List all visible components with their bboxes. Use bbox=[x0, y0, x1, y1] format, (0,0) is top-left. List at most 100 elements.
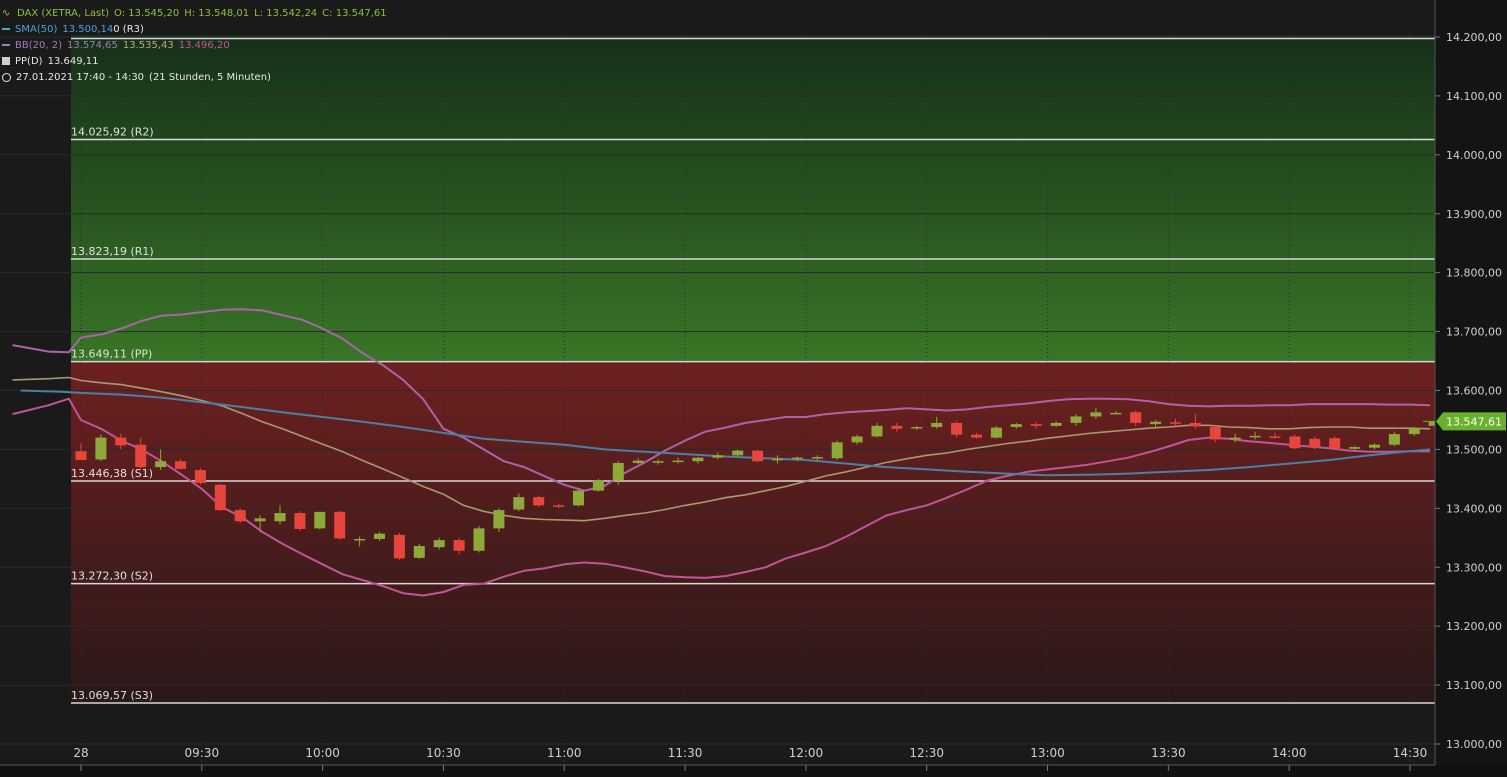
candle bbox=[493, 508, 505, 532]
y-tick-label: 13.100,00 bbox=[1446, 679, 1502, 692]
candle-body bbox=[1130, 412, 1142, 423]
pp-label: PP(D) bbox=[15, 55, 43, 67]
candle-body bbox=[115, 437, 127, 446]
candle bbox=[1229, 433, 1241, 443]
candle-body bbox=[891, 425, 903, 429]
candle-body bbox=[911, 427, 923, 429]
candle bbox=[1249, 431, 1261, 440]
candle-body bbox=[175, 461, 186, 469]
candle-body bbox=[652, 461, 664, 463]
candle bbox=[95, 434, 107, 462]
candle bbox=[672, 457, 684, 464]
candle bbox=[931, 417, 943, 429]
bb-lower-value: 13.496,20 bbox=[178, 39, 230, 51]
x-tick-label: 11:00 bbox=[547, 746, 582, 760]
ohlc-open: O: 13.545,20 bbox=[114, 7, 180, 19]
ohlc-high: H: 13.548,01 bbox=[184, 7, 250, 19]
candle-body bbox=[194, 470, 206, 483]
bb-swatch-icon bbox=[2, 44, 10, 46]
y-tick-label: 13.900,00 bbox=[1446, 208, 1502, 221]
candle-body bbox=[1150, 421, 1162, 425]
pivot-label-pp: 13.649,11 (PP) bbox=[71, 348, 152, 361]
y-axis[interactable]: 14.200,00 14.100,00 14.000,00 13.900,00 13.8… bbox=[1423, 0, 1507, 777]
pivot-lines[interactable]: 14.025,92 (R2) 13.823,19 (R1) 13.649,11 (P… bbox=[71, 37, 1435, 704]
sma50-line bbox=[20, 389, 1431, 477]
candle bbox=[374, 531, 385, 541]
candle-body bbox=[732, 450, 744, 456]
x-tick-label: 10:00 bbox=[305, 746, 340, 760]
x-tick-label: 10:30 bbox=[426, 746, 461, 760]
legend-bb-row[interactable]: BB(20, 2) 13.574,65 13.535,43 13.496,20 bbox=[0, 37, 392, 53]
candle bbox=[433, 537, 445, 550]
candle bbox=[413, 543, 425, 560]
legend-instrument-row[interactable]: ∿ DAX (XETRA, Last) O: 13.545,20 H: 13.5… bbox=[0, 5, 392, 21]
candle bbox=[354, 536, 366, 547]
y-tick-label: 13.200,00 bbox=[1446, 620, 1502, 633]
candle-body bbox=[851, 436, 863, 443]
y-tick-label: 14.000,00 bbox=[1446, 149, 1502, 162]
legend-pp-row[interactable]: PP(D) 13.649,11 bbox=[0, 53, 392, 69]
candle bbox=[871, 422, 883, 438]
candle bbox=[194, 468, 206, 485]
candle-body bbox=[612, 462, 624, 481]
x-axis[interactable]: 28 09:30 10:00 10:30 11:00 11:30 12:00 12:30 13:… bbox=[0, 746, 1507, 777]
candle-body bbox=[433, 540, 445, 548]
candle-body bbox=[1269, 436, 1281, 438]
candle-body bbox=[354, 538, 366, 541]
bb-mid-value: 13.535,43 bbox=[122, 39, 174, 51]
candle bbox=[1349, 445, 1361, 451]
sma-line[interactable] bbox=[20, 389, 1431, 477]
candles[interactable] bbox=[75, 408, 1440, 561]
candle bbox=[1070, 414, 1082, 426]
x-tick-label: 14:00 bbox=[1272, 746, 1307, 760]
y-tick-label: 13.500,00 bbox=[1446, 443, 1502, 456]
candle-body bbox=[314, 511, 326, 529]
last-price-label: 13.547,61 bbox=[1446, 415, 1502, 428]
y-axis-bg bbox=[1435, 0, 1507, 777]
candle bbox=[135, 437, 147, 469]
sma-swatch-icon bbox=[2, 28, 10, 30]
pivot-label-r1: 13.823,19 (R1) bbox=[71, 245, 154, 258]
candle-body bbox=[1329, 438, 1341, 449]
candle-body bbox=[155, 461, 167, 468]
candle bbox=[1289, 434, 1301, 450]
candle-body bbox=[672, 460, 684, 463]
candle bbox=[234, 508, 246, 524]
y-tick-label: 13.000,00 bbox=[1446, 738, 1502, 751]
candle-body bbox=[990, 427, 1002, 438]
last-price-shape bbox=[1436, 412, 1506, 431]
pivot-label-s3: 13.069,57 (S3) bbox=[71, 689, 153, 702]
candle bbox=[553, 503, 565, 509]
candle bbox=[951, 421, 963, 438]
candle-body bbox=[473, 528, 485, 551]
x-axis-bg bbox=[0, 765, 1507, 777]
x-tick-label: 13:30 bbox=[1151, 746, 1186, 760]
candle bbox=[1388, 431, 1400, 447]
range-duration: (21 Stunden, 5 Minuten) bbox=[149, 71, 271, 83]
candle-body bbox=[393, 534, 405, 559]
candle-body bbox=[592, 480, 604, 491]
pp-swatch-icon bbox=[2, 57, 10, 65]
legend-sma-row[interactable]: SMA(50) 13.500,14 0 (R3) bbox=[0, 21, 392, 37]
candle bbox=[752, 449, 764, 463]
candle bbox=[692, 457, 704, 464]
candle-body bbox=[493, 510, 505, 529]
y-tick-label: 13.600,00 bbox=[1446, 385, 1502, 398]
candle bbox=[294, 511, 306, 531]
candle-body bbox=[214, 484, 226, 511]
candle bbox=[1209, 424, 1221, 443]
candle bbox=[214, 483, 226, 512]
candle-body bbox=[871, 425, 883, 437]
candle-body bbox=[1289, 436, 1301, 449]
candle-body bbox=[75, 451, 87, 461]
bb-upper-line bbox=[12, 308, 1431, 492]
candle-body bbox=[971, 434, 982, 438]
candle-body bbox=[1309, 438, 1321, 448]
pivot-zones bbox=[71, 35, 1435, 704]
candle-body bbox=[573, 490, 584, 506]
candle-body bbox=[712, 455, 724, 458]
candle bbox=[990, 425, 1002, 439]
candle-body bbox=[95, 437, 107, 460]
